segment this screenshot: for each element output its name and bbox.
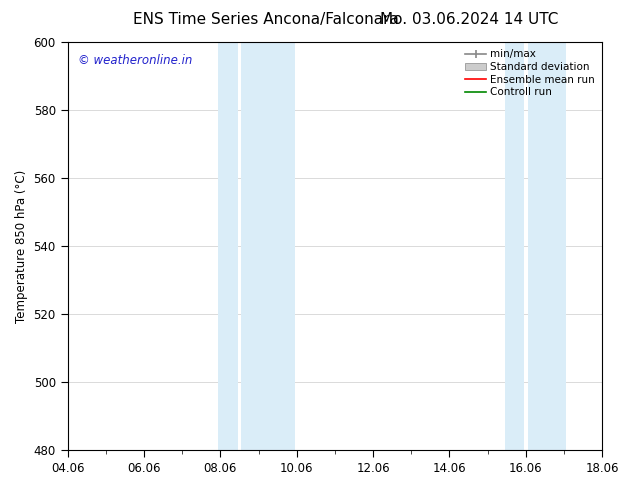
Bar xyxy=(505,42,524,450)
Legend: min/max, Standard deviation, Ensemble mean run, Controll run: min/max, Standard deviation, Ensemble me… xyxy=(461,45,599,101)
Text: Mo. 03.06.2024 14 UTC: Mo. 03.06.2024 14 UTC xyxy=(380,12,559,27)
Bar xyxy=(242,42,295,450)
Y-axis label: Temperature 850 hPa (°C): Temperature 850 hPa (°C) xyxy=(15,170,28,323)
Bar xyxy=(219,42,238,450)
Text: © weatheronline.in: © weatheronline.in xyxy=(79,54,193,67)
Text: ENS Time Series Ancona/Falconara: ENS Time Series Ancona/Falconara xyxy=(133,12,399,27)
Bar xyxy=(527,42,566,450)
